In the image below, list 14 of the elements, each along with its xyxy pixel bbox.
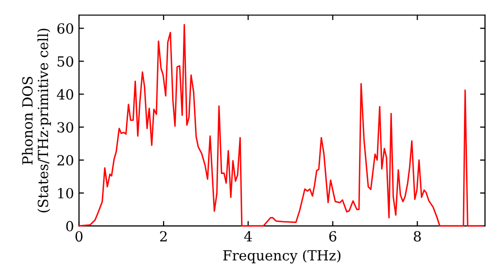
x-tick-label: 6 (329, 231, 336, 242)
x-tick-label: 4 (244, 231, 252, 242)
y-tick-label: 60 (57, 23, 74, 34)
y-tick-label: 0 (66, 220, 74, 232)
x-tick-label: 0 (75, 231, 82, 242)
y-tick-label: 40 (56, 89, 74, 100)
y-tick-label: 10 (58, 188, 74, 198)
y-tick-label: 30 (58, 122, 74, 133)
y-tick-label: 50 (58, 56, 74, 67)
x-axis-title: Frequency (THz) (223, 250, 340, 264)
x-tick-label: 2 (160, 231, 167, 242)
x-tick-label: 8 (414, 231, 421, 242)
y-tick-label: 20 (57, 155, 74, 166)
y-axis-title: Phonon DOS (States/THz·primitive cell) (22, 28, 51, 212)
